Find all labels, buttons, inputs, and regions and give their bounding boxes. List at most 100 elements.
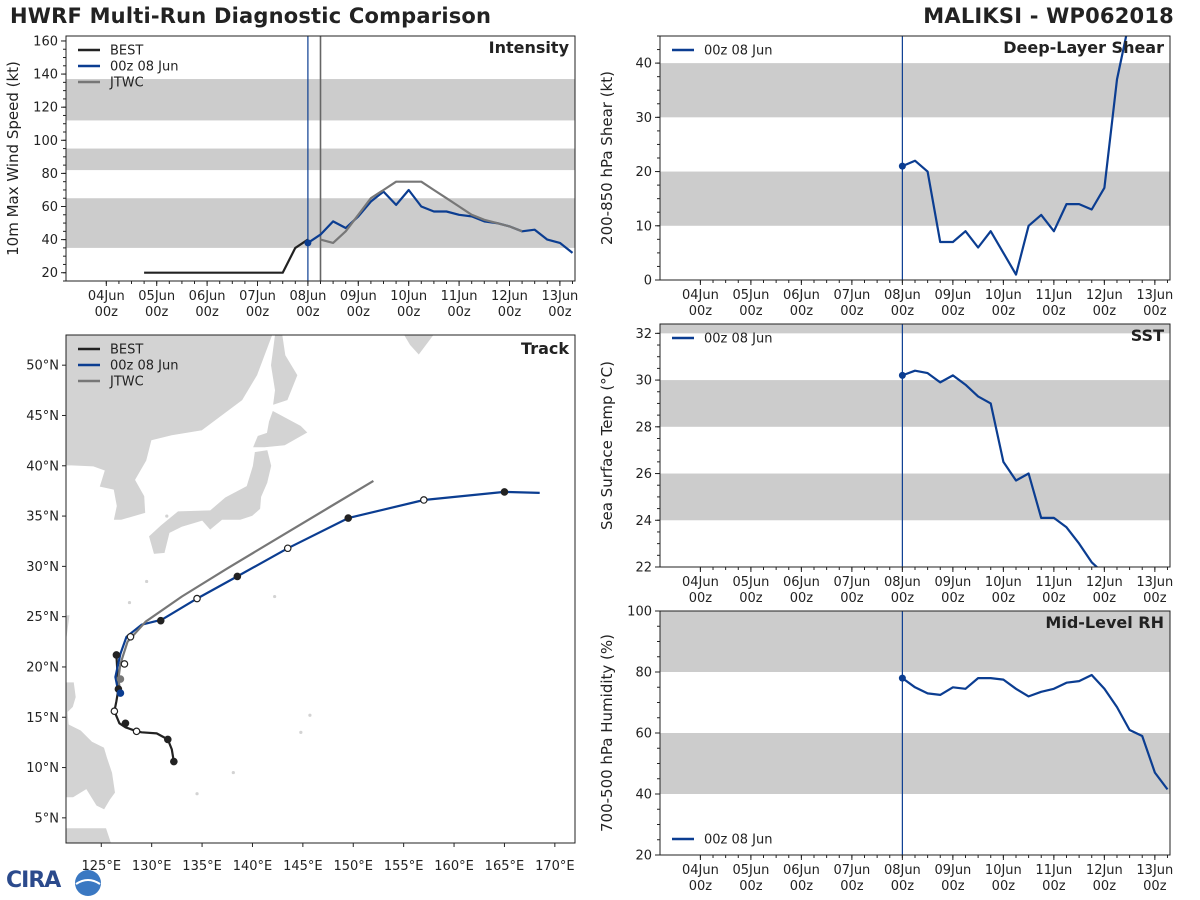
title-left: HWRF Multi-Run Diagnostic Comparison xyxy=(10,4,492,28)
shear-series-line xyxy=(901,36,1128,276)
sst-title: SST xyxy=(1131,326,1164,345)
shear-ytick-label: 0 xyxy=(644,274,652,289)
shear-xtick-hour: 00z xyxy=(1042,304,1066,319)
sst-xtick-label: 04Jun xyxy=(682,575,719,590)
intensity-xtick-label: 04Jun xyxy=(88,289,125,304)
sst-xtick-label: 10Jun xyxy=(985,575,1022,590)
rh-xtick-label: 11Jun xyxy=(1035,863,1072,878)
intensity-legend-label: JTWC xyxy=(109,76,144,91)
intensity-panel: 20 40 60 80 100 120 140 160 10m Max Wind Speed (… xyxy=(4,34,578,320)
track-panel: 125°E 130°E 135°E 140°E 145°E 150°E 155°E 160°E… xyxy=(26,334,576,874)
sst-start-point xyxy=(898,371,906,379)
rh-band xyxy=(660,611,1170,672)
rh-legend-label: 00z 08 Jun xyxy=(704,833,773,848)
rh-series-line xyxy=(901,673,1169,791)
island xyxy=(89,462,93,466)
sst-ytick-label: 28 xyxy=(635,420,652,435)
intensity-xtick-hour: 00z xyxy=(95,305,119,320)
intensity-series-line xyxy=(320,180,523,244)
shear-ytick-label: 10 xyxy=(635,219,652,234)
land-mass xyxy=(66,335,274,521)
shear-xtick-label: 09Jun xyxy=(934,288,971,303)
sst-ytick-label: 22 xyxy=(635,561,652,576)
land-mass xyxy=(66,614,71,639)
sst-ytick-label: 32 xyxy=(635,327,652,342)
shear-xtick-hour: 00z xyxy=(840,304,864,319)
shear-xtick-hour: 00z xyxy=(941,304,965,319)
track-line xyxy=(117,479,374,694)
intensity-ytick-label: 80 xyxy=(41,167,58,182)
intensity-series-line xyxy=(144,238,309,274)
shear-xtick-label: 11Jun xyxy=(1035,288,1072,303)
track-xtick-label: 130°E xyxy=(132,859,172,874)
island xyxy=(231,770,235,775)
intensity-legend-label: 00z 08 Jun xyxy=(110,60,179,75)
rh-xtick-hour: 00z xyxy=(992,879,1016,894)
shear-xtick-label: 12Jun xyxy=(1086,288,1123,303)
track-xtick-label: 140°E xyxy=(233,859,273,874)
rh-xtick-hour: 00z xyxy=(1143,879,1167,894)
track-legend-label: BEST xyxy=(110,343,143,358)
shear-plot-area xyxy=(660,36,1170,280)
rh-ytick-label: 20 xyxy=(635,849,652,864)
rh-xtick-hour: 00z xyxy=(891,879,915,894)
intensity-ylabel: 10m Max Wind Speed (kt) xyxy=(4,61,22,256)
sst-legend-label: 00z 08 Jun xyxy=(704,332,773,347)
island xyxy=(273,594,277,599)
track-point xyxy=(132,727,141,736)
rh-ytick-label: 40 xyxy=(635,788,652,803)
logo-globe xyxy=(75,870,101,896)
track-ytick-label: 15°N xyxy=(26,711,59,726)
intensity-xtick-label: 11Jun xyxy=(441,289,478,304)
land-mass xyxy=(148,449,273,555)
track-point xyxy=(116,675,125,683)
intensity-title: Intensity xyxy=(489,38,570,57)
track-xtick-label: 160°E xyxy=(434,859,474,874)
track-xtick-label: 135°E xyxy=(182,859,222,874)
rh-xtick-label: 05Jun xyxy=(732,863,769,878)
intensity-ytick-label: 160 xyxy=(33,34,58,49)
sst-xtick-hour: 00z xyxy=(1042,591,1066,606)
sst-xtick-hour: 00z xyxy=(689,591,713,606)
island xyxy=(165,514,169,518)
sst-ytick-label: 26 xyxy=(635,467,652,482)
sst-xtick-label: 09Jun xyxy=(934,575,971,590)
intensity-legend-label: BEST xyxy=(110,44,143,59)
intensity-xtick-hour: 00z xyxy=(347,305,371,320)
rh-ytick-label: 100 xyxy=(627,605,652,620)
rh-xtick-label: 09Jun xyxy=(934,863,971,878)
island xyxy=(195,792,199,796)
track-frame xyxy=(65,334,576,844)
intensity-xtick-hour: 00z xyxy=(145,305,169,320)
intensity-xtick-hour: 00z xyxy=(397,305,421,320)
track-point xyxy=(116,689,125,697)
shear-xtick-label: 10Jun xyxy=(985,288,1022,303)
sst-xtick-hour: 00z xyxy=(790,591,814,606)
sst-xtick-label: 13Jun xyxy=(1136,575,1173,590)
intensity-start-point xyxy=(304,239,312,247)
intensity-xtick-label: 09Jun xyxy=(340,289,377,304)
track-ytick-label: 20°N xyxy=(26,660,59,675)
track-point xyxy=(126,632,135,641)
sst-xtick-label: 06Jun xyxy=(783,575,820,590)
rh-title: Mid-Level RH xyxy=(1045,613,1164,632)
intensity-xtick-label: 08Jun xyxy=(289,289,326,304)
intensity-xtick-hour: 00z xyxy=(447,305,471,320)
track-xtick-label: 150°E xyxy=(333,859,373,874)
sst-xtick-hour: 00z xyxy=(840,591,864,606)
track-ytick-label: 30°N xyxy=(26,560,59,575)
rh-xtick-hour: 00z xyxy=(790,879,814,894)
rh-xtick-hour: 00z xyxy=(689,879,713,894)
shear-xtick-label: 05Jun xyxy=(732,288,769,303)
rh-xtick-hour: 00z xyxy=(840,879,864,894)
track-ytick-label: 5°N xyxy=(35,811,60,826)
sst-ylabel: Sea Surface Temp (°C) xyxy=(598,361,616,530)
shear-ylabel: 200-850 hPa Shear (kt) xyxy=(598,71,616,245)
rh-xtick-label: 07Jun xyxy=(833,863,870,878)
rh-xtick-hour: 00z xyxy=(941,879,965,894)
logo-globe-circle xyxy=(75,870,101,896)
sst-xtick-hour: 00z xyxy=(891,591,915,606)
track-legend-label: 00z 08 Jun xyxy=(110,359,179,374)
track-ytick-label: 45°N xyxy=(26,409,59,424)
